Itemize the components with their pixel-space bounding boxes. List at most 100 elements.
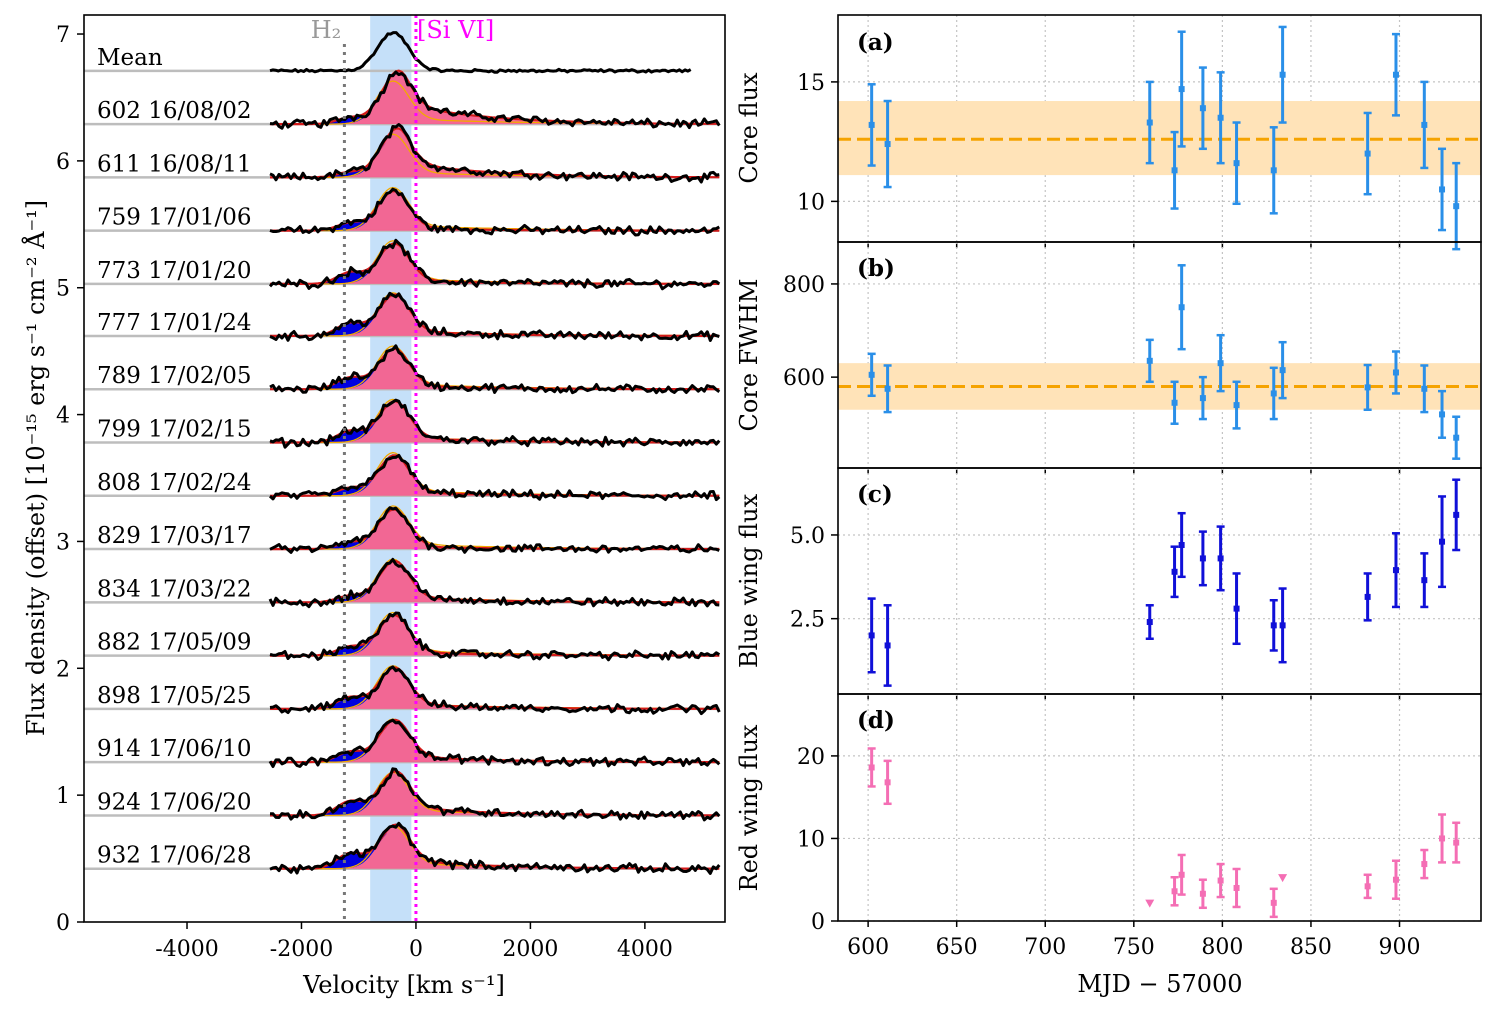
panel-b-tag: (b) <box>857 255 895 282</box>
marker <box>1270 622 1277 629</box>
x-tick-label: 800 <box>1201 935 1243 960</box>
red-wing-fill <box>270 294 720 336</box>
marker <box>1171 399 1178 406</box>
marker <box>1439 186 1446 193</box>
marker <box>1217 555 1224 562</box>
marker <box>1453 434 1460 441</box>
data-point <box>1198 878 1207 910</box>
data-point <box>1177 853 1186 896</box>
y-tick-label: 800 <box>783 273 825 298</box>
spectrum-label: 932 17/06/28 <box>97 843 252 869</box>
data-point <box>1420 364 1429 414</box>
axes-frame <box>837 693 1482 922</box>
spectrum-label: 924 17/06/20 <box>97 789 252 815</box>
spectrum-4: 773 17/01/20 <box>84 238 721 291</box>
data-point <box>1438 813 1447 864</box>
marker <box>1364 150 1371 157</box>
right-panels-content: 10 15 600 800 2.5 5.0 0 10 20 600 650 700 750 800 850 9… <box>783 14 1482 960</box>
red-wing-fill <box>270 667 720 709</box>
data-point <box>1420 552 1429 609</box>
left-x-axis-label: Velocity [km s⁻¹] <box>302 971 505 999</box>
data-point <box>1145 604 1154 641</box>
right-x-axis-label: MJD − 57000 <box>1077 970 1242 998</box>
data-point <box>1198 66 1207 151</box>
spectrum-7: 799 17/02/15 <box>84 398 721 449</box>
marker <box>868 632 875 639</box>
x-tick-label: 650 <box>936 935 978 960</box>
spectrum-label: 611 16/08/11 <box>97 151 252 177</box>
marker <box>1270 899 1277 906</box>
marker <box>1146 357 1153 364</box>
spectrum-label: 882 17/05/09 <box>97 630 252 656</box>
marker <box>1217 877 1224 884</box>
marker <box>868 121 875 128</box>
blue-wing-fill <box>320 780 387 816</box>
marker <box>868 764 875 771</box>
data-point <box>1363 873 1372 900</box>
marker <box>1233 884 1240 891</box>
data-point <box>1452 821 1461 864</box>
data-point <box>1232 867 1241 909</box>
marker <box>1279 71 1286 78</box>
marker <box>1364 883 1371 890</box>
left-x-tick-label: -2000 <box>270 937 333 962</box>
data-point <box>1438 495 1447 589</box>
panel-b-y-label: Core FWHM <box>735 279 763 432</box>
data-point <box>1363 572 1372 622</box>
data-point <box>1269 599 1278 652</box>
panel-c-tag: (c) <box>857 481 893 508</box>
marker <box>1199 890 1206 897</box>
left-x-tick-label: -4000 <box>155 937 218 962</box>
spectrum-label: 789 17/02/05 <box>97 363 252 389</box>
spectrum-15: 932 17/06/28 <box>84 821 721 875</box>
marker <box>1178 871 1185 878</box>
red-wing-fill <box>270 128 720 178</box>
left-y-tick-label: 6 <box>56 150 70 175</box>
model-fit-line <box>270 69 720 126</box>
x-tick-label: 750 <box>1113 935 1155 960</box>
data-point <box>1170 545 1179 599</box>
data-point <box>1452 478 1461 552</box>
marker <box>884 385 891 392</box>
panel-c-plot: 2.5 5.0 <box>790 467 1482 700</box>
marker <box>1392 876 1399 883</box>
left-y-axis-label: Flux density (offset) [10⁻¹⁵ erg s⁻¹ cm⁻… <box>21 200 50 736</box>
data-point <box>883 99 892 189</box>
left-x-tick-label: 2000 <box>502 937 558 962</box>
spectrum-8: 808 17/02/24 <box>84 451 721 502</box>
y-tick-label: 5.0 <box>790 524 825 549</box>
spectrum-2: 611 16/08/11 <box>84 123 720 184</box>
y-tick-label: 600 <box>783 366 825 391</box>
data-point <box>1278 587 1287 664</box>
data-point <box>1278 340 1287 400</box>
spectrum-label: 914 17/06/10 <box>97 736 252 762</box>
mean-profile-line <box>270 186 720 232</box>
marker <box>1217 114 1224 121</box>
red-wing-fill <box>270 561 720 603</box>
data-point <box>867 747 876 788</box>
spectrum-13: 914 17/06/10 <box>84 718 721 768</box>
observed-spectrum-line <box>269 70 721 130</box>
x-tick-label: 700 <box>1024 935 1066 960</box>
observed-spectrum-line <box>268 557 720 609</box>
spectrum-12: 898 17/05/25 <box>84 665 721 716</box>
data-point <box>1391 859 1400 900</box>
panel-a-tag: (a) <box>857 29 894 56</box>
marker <box>1178 304 1185 311</box>
time-series-panels: 10 15 600 800 2.5 5.0 0 10 20 600 650 700 750 800 850 9… <box>735 14 1482 998</box>
panel-a-plot: 10 15 <box>797 14 1482 251</box>
left-y-tick-label: 3 <box>56 530 70 555</box>
axes-frame <box>837 467 1482 695</box>
data-point <box>1198 530 1207 587</box>
sivi-annotation: [Si VI] <box>417 16 494 44</box>
spectrum-label: 834 17/03/22 <box>97 576 252 602</box>
observed-spectrum-line <box>268 718 721 768</box>
data-point <box>883 364 892 414</box>
red-wing-fill <box>270 720 720 763</box>
spectrum-label: 602 16/08/02 <box>97 98 252 124</box>
data-point <box>1278 25 1287 124</box>
data-point <box>1170 876 1179 907</box>
x-tick-label: 900 <box>1379 935 1421 960</box>
data-point <box>1216 71 1225 165</box>
y-tick-label: 20 <box>797 745 825 770</box>
